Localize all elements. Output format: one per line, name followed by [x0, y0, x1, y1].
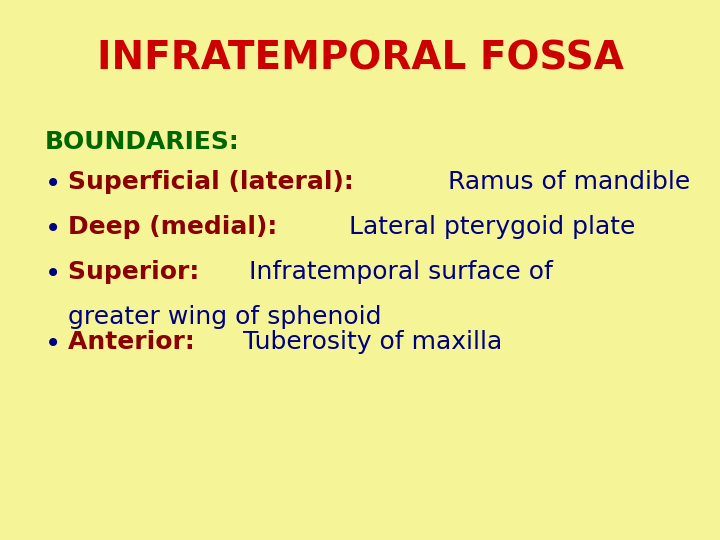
Text: Superficial (lateral):: Superficial (lateral):: [68, 170, 362, 194]
Text: •: •: [45, 260, 61, 288]
Text: •: •: [45, 330, 61, 358]
Text: Lateral pterygoid plate: Lateral pterygoid plate: [349, 215, 636, 239]
Text: INFRATEMPORAL FOSSA: INFRATEMPORAL FOSSA: [96, 40, 624, 78]
Text: •: •: [45, 170, 61, 198]
Text: Superior:: Superior:: [68, 260, 208, 284]
Text: Tuberosity of maxilla: Tuberosity of maxilla: [243, 330, 502, 354]
Text: Infratemporal surface of: Infratemporal surface of: [248, 260, 552, 284]
Text: Anterior:: Anterior:: [68, 330, 204, 354]
Text: Deep (medial):: Deep (medial):: [68, 215, 286, 239]
Text: Ramus of mandible: Ramus of mandible: [448, 170, 690, 194]
Text: BOUNDARIES:: BOUNDARIES:: [45, 130, 240, 154]
Text: •: •: [45, 215, 61, 243]
Text: greater wing of sphenoid: greater wing of sphenoid: [68, 305, 382, 329]
